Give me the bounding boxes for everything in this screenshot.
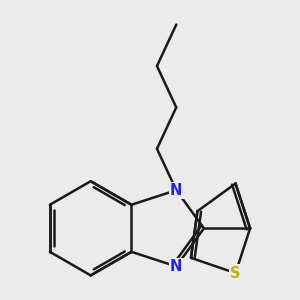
Text: N: N (170, 259, 182, 274)
Text: N: N (170, 183, 182, 198)
Text: S: S (230, 266, 241, 280)
